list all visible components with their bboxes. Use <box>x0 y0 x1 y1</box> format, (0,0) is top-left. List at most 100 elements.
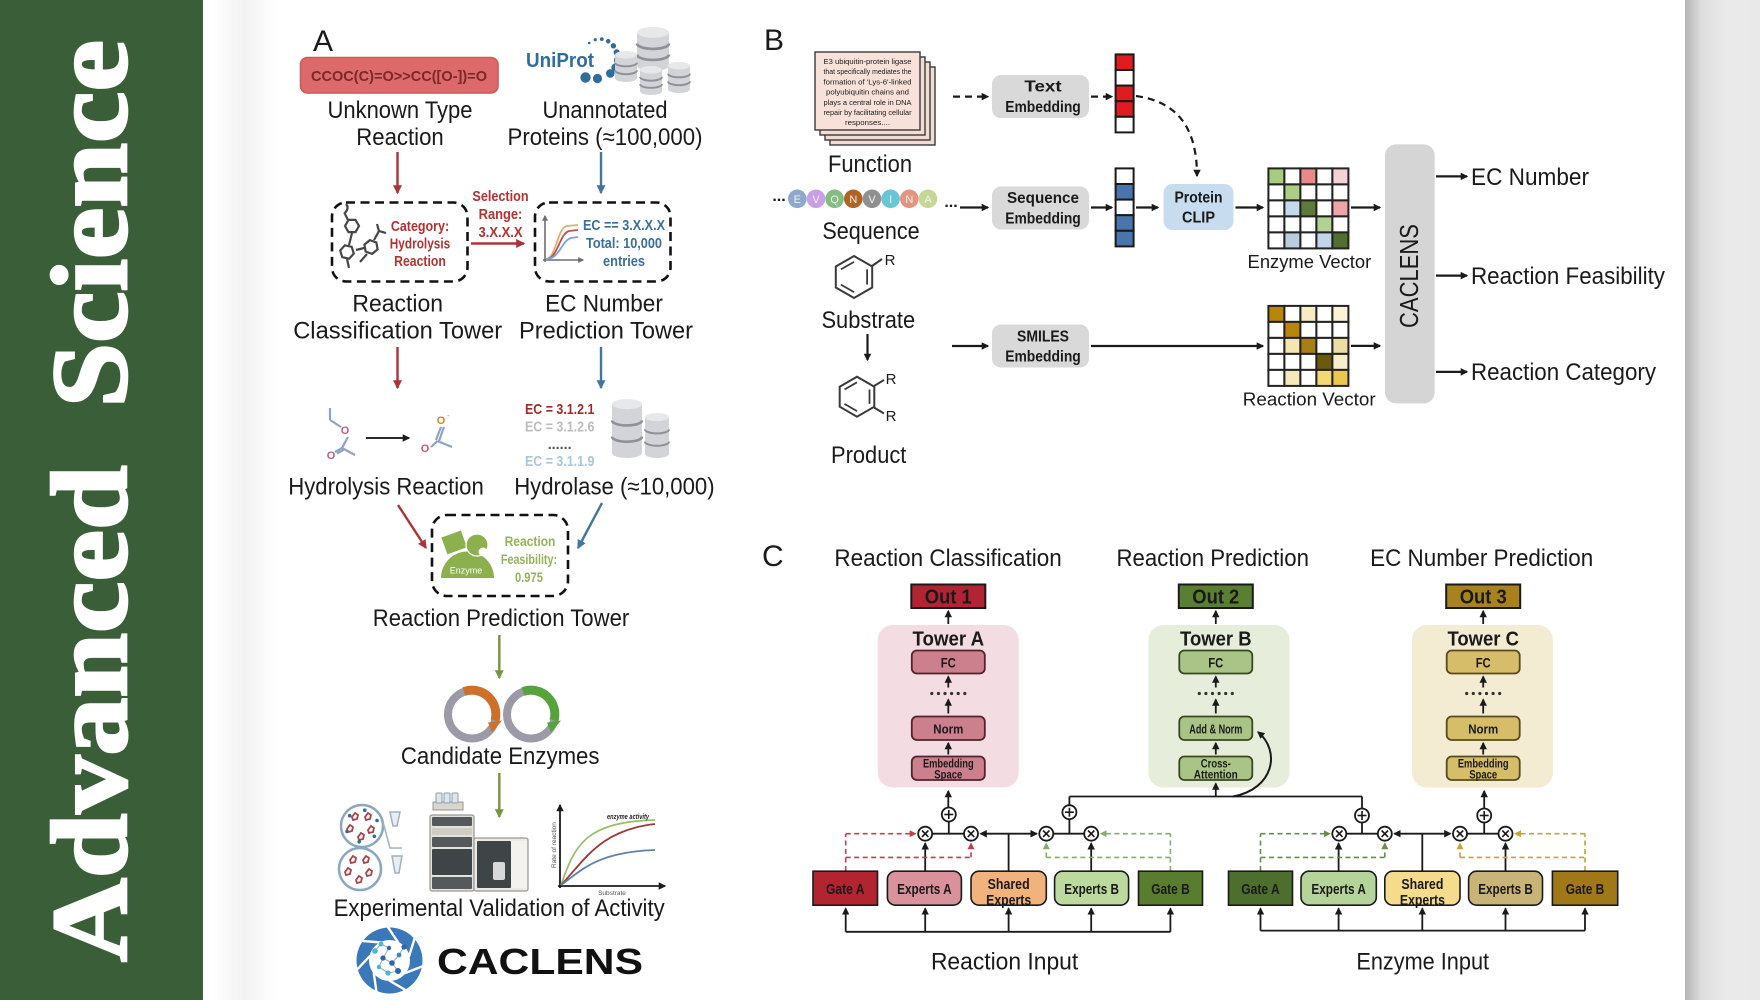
svg-text:R: R <box>886 408 897 425</box>
svg-text:E: E <box>794 194 801 206</box>
svg-text:Reaction: Reaction <box>394 254 446 270</box>
svg-text:Shared: Shared <box>988 876 1030 893</box>
svg-text:EC Number Prediction: EC Number Prediction <box>1370 545 1593 572</box>
svg-text:Category:: Category: <box>391 219 449 235</box>
svg-text:Reaction Vector: Reaction Vector <box>1243 388 1376 409</box>
svg-text:repair by facilitating cellula: repair by facilitating cellular <box>824 108 913 117</box>
svg-text:Function: Function <box>828 151 912 178</box>
svg-text:Gate A: Gate A <box>1241 881 1280 898</box>
svg-text:Enzyme Vector: Enzyme Vector <box>1248 251 1372 272</box>
svg-text:Hydrolysis: Hydrolysis <box>390 237 451 253</box>
svg-text:N: N <box>905 194 913 206</box>
svg-text:FC: FC <box>941 655 956 671</box>
svg-text:Reaction Classification: Reaction Classification <box>834 545 1061 572</box>
svg-text:EC = 3.1.1.9: EC = 3.1.1.9 <box>525 453 594 470</box>
svg-text:Sequence: Sequence <box>1007 190 1079 207</box>
svg-text:A: A <box>924 194 932 206</box>
svg-text:Proteins (≈100,000): Proteins (≈100,000) <box>508 124 703 151</box>
svg-text:Embedding: Embedding <box>923 756 974 770</box>
svg-text:Total: 10,000: Total: 10,000 <box>586 236 662 252</box>
svg-text:Reaction: Reaction <box>352 291 443 318</box>
svg-text:O: O <box>421 443 430 455</box>
svg-text:Text: Text <box>1024 79 1062 96</box>
svg-text:EC = 3.1.2.6: EC = 3.1.2.6 <box>525 418 594 435</box>
svg-text:Shared: Shared <box>1401 876 1443 893</box>
svg-text:SMILES: SMILES <box>1017 329 1069 346</box>
svg-text:Selection: Selection <box>472 188 528 205</box>
svg-text:Unknown Type: Unknown Type <box>328 97 473 124</box>
svg-text:Norm: Norm <box>1468 722 1498 737</box>
svg-text:FC: FC <box>1208 655 1223 671</box>
svg-text:Reaction: Reaction <box>356 124 444 151</box>
svg-text:Embedding: Embedding <box>1005 349 1081 366</box>
svg-text:Out 1: Out 1 <box>925 587 972 609</box>
svg-text:O: O <box>327 450 336 462</box>
svg-text:FC: FC <box>1476 655 1491 671</box>
svg-text:C: C <box>762 540 784 573</box>
svg-text:V: V <box>812 194 820 206</box>
svg-text:CACLENS: CACLENS <box>1394 224 1424 328</box>
svg-text:...: ... <box>772 188 785 205</box>
svg-text:Tower C: Tower C <box>1447 628 1519 650</box>
svg-text:Out 3: Out 3 <box>1460 587 1507 609</box>
svg-text:A: A <box>313 25 333 58</box>
svg-text:Reaction Category: Reaction Category <box>1471 359 1656 386</box>
svg-text:Embedding: Embedding <box>1458 756 1509 770</box>
svg-text:N: N <box>849 194 857 206</box>
svg-text:UniProt: UniProt <box>526 50 594 72</box>
svg-text:Reaction: Reaction <box>505 534 556 549</box>
svg-text:Rate of reaction: Rate of reaction <box>551 822 558 868</box>
svg-text:Advanced Science: Advanced Science <box>31 40 150 962</box>
svg-text:B: B <box>764 24 784 57</box>
svg-text:responses....: responses.... <box>845 118 890 127</box>
svg-text:polyubiquitin chains and: polyubiquitin chains and <box>826 88 909 97</box>
svg-text:O: O <box>341 425 350 437</box>
svg-text:R: R <box>885 252 896 269</box>
svg-text:Substrate: Substrate <box>598 890 626 897</box>
svg-text:Enzyme Input: Enzyme Input <box>1356 949 1489 976</box>
svg-text:Range:: Range: <box>479 206 523 223</box>
svg-text:EC == 3.X.X.X: EC == 3.X.X.X <box>583 218 665 234</box>
svg-text:Feasibility:: Feasibility: <box>501 552 557 567</box>
svg-text:Reaction Prediction: Reaction Prediction <box>1116 545 1309 572</box>
svg-text:......: ...... <box>548 436 572 453</box>
svg-text:Add & Norm: Add & Norm <box>1189 722 1242 737</box>
svg-text:Out 2: Out 2 <box>1192 587 1239 609</box>
svg-text:Reaction Feasibility: Reaction Feasibility <box>1471 263 1665 290</box>
svg-text:Cross-: Cross- <box>1201 756 1231 770</box>
svg-text:Gate B: Gate B <box>1151 881 1190 898</box>
svg-text:entries: entries <box>603 254 645 270</box>
svg-text:CCOC(C)=O>>CC([O-])=O: CCOC(C)=O>>CC([O-])=O <box>311 68 487 85</box>
svg-text:Embedding: Embedding <box>1005 211 1081 228</box>
svg-text:Norm: Norm <box>933 722 963 737</box>
svg-text:Hydrolysis Reaction: Hydrolysis Reaction <box>288 474 484 501</box>
svg-text:E3 ubiquitin-protein ligase: E3 ubiquitin-protein ligase <box>824 57 912 66</box>
svg-text:Reaction Input: Reaction Input <box>931 949 1079 976</box>
svg-text:R: R <box>886 371 897 388</box>
svg-text:Experts A: Experts A <box>897 881 952 898</box>
svg-text:Experts: Experts <box>986 892 1031 909</box>
svg-text:CACLENS: CACLENS <box>437 941 643 982</box>
svg-text:Q: Q <box>830 194 839 206</box>
svg-text:Experts B: Experts B <box>1478 881 1533 898</box>
svg-text:EC Number: EC Number <box>1471 164 1589 191</box>
svg-text:enzyme activity: enzyme activity <box>607 812 650 821</box>
svg-text:O: O <box>437 415 446 427</box>
svg-text:Embedding: Embedding <box>1005 99 1081 116</box>
svg-text:plays a central role in DNA: plays a central role in DNA <box>824 98 912 107</box>
svg-text:Tower B: Tower B <box>1180 628 1252 650</box>
svg-text:Experts: Experts <box>1400 892 1445 909</box>
svg-text:Classification Tower: Classification Tower <box>293 318 502 345</box>
svg-text:formation of 'Lys-6'-linked: formation of 'Lys-6'-linked <box>824 77 912 86</box>
svg-text:Unannotated: Unannotated <box>543 97 668 124</box>
svg-text:Attention: Attention <box>1194 768 1238 782</box>
svg-text:Gate A: Gate A <box>826 881 865 898</box>
svg-text:that specifically mediates the: that specifically mediates the <box>824 67 912 76</box>
svg-text:...: ... <box>944 194 957 211</box>
svg-text:Candidate Enzymes: Candidate Enzymes <box>401 743 600 770</box>
svg-text:I: I <box>889 194 892 206</box>
svg-text:0.975: 0.975 <box>515 570 543 585</box>
svg-text:Reaction Prediction Tower: Reaction Prediction Tower <box>373 605 630 632</box>
svg-text:Sequence: Sequence <box>822 218 919 245</box>
svg-text:Space: Space <box>1469 768 1497 782</box>
